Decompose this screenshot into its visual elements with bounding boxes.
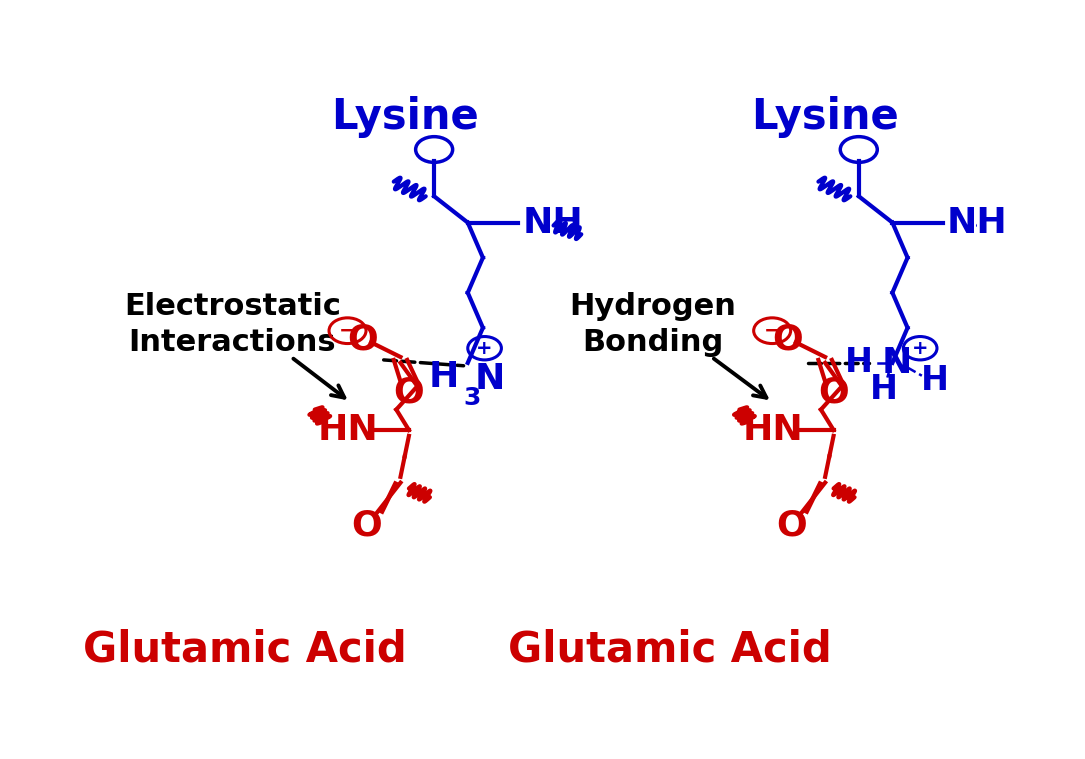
Text: O: O [347,323,378,357]
Text: NH: NH [523,206,583,240]
Text: Glutamic Acid: Glutamic Acid [84,628,407,670]
Text: O: O [818,375,848,409]
Text: +: + [911,339,929,357]
Text: O: O [776,509,807,543]
Text: NH: NH [947,206,1008,240]
Text: Hydrogen
Bonding: Hydrogen Bonding [570,292,737,357]
Text: +: + [476,339,493,357]
Text: O: O [352,509,382,543]
Text: H: H [920,364,948,397]
Text: N: N [474,362,505,396]
Text: −: − [764,321,781,341]
Text: HN: HN [318,413,379,447]
Text: N: N [881,346,911,380]
Text: −: − [339,321,356,341]
Text: Electrostatic
Interactions: Electrostatic Interactions [124,292,341,357]
Text: 3: 3 [463,386,481,410]
Text: Glutamic Acid: Glutamic Acid [508,628,831,670]
Text: H: H [870,373,898,405]
Text: O: O [771,323,803,357]
Text: O: O [394,375,424,409]
Text: Lysine: Lysine [751,96,899,138]
Text: H: H [845,346,872,380]
Text: H: H [429,361,459,395]
Text: HN: HN [742,413,803,447]
Text: Lysine: Lysine [331,96,478,138]
